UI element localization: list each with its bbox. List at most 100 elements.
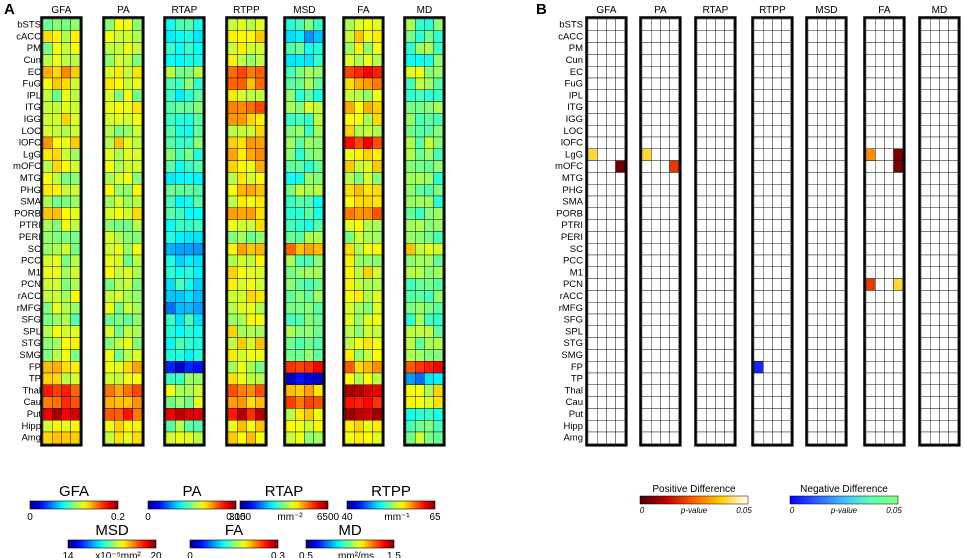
significance-cell [660,325,670,338]
heatmap-cell [415,54,425,67]
heatmap-cell [313,183,324,197]
significance-cell [660,384,670,397]
row-label-b: SMA [562,197,583,208]
heatmap-cell [165,219,176,232]
significance-cell [875,136,885,150]
heatmap-cell [113,254,124,268]
heatmap-cell [123,54,133,67]
row-label-b: TP [571,374,583,385]
heatmap-cell [344,101,355,114]
heatmap-cell [344,313,355,327]
heatmap-cell [295,54,305,67]
significance-cell [835,195,845,209]
colorbar-max: 0.3 [271,551,285,558]
significance-cell [893,254,903,268]
colorbar-max: 1.5 [387,551,401,558]
significance-cell [641,231,652,244]
heatmap-cell [285,384,296,397]
significance-cell [706,172,716,185]
significance-cell [884,337,894,350]
significance-cell [660,101,670,114]
heatmap-cell [285,408,296,421]
heatmap-cell [236,30,247,43]
significance-cell [948,136,958,150]
significance-cell [826,54,836,67]
heatmap-cell [104,361,115,374]
heatmap-cell [193,219,204,232]
significance-cell [772,195,782,209]
significance-cell [865,30,876,43]
row-label-a: LOC [21,126,41,137]
heatmap-cell [246,65,256,79]
heatmap-cell [344,207,355,220]
significance-cell [807,242,818,256]
heatmap-cell [184,408,194,421]
row-label-a: Hipp [21,421,41,432]
significance-cell [920,18,931,32]
significance-cell [724,408,734,421]
significance-cell [724,384,734,397]
significance-cell [781,290,791,303]
significance-cell [884,65,894,79]
heatmap-cell [313,30,324,43]
significance-cell [835,290,845,303]
significance-cell [753,431,764,445]
heatmap-cell [184,113,194,126]
heatmap-cell [255,278,266,291]
significance-cell [807,89,818,102]
heatmap-cell [174,396,185,409]
heatmap-cell [255,420,266,433]
panel-a-heatmap: bSTScACCPMCunECFuGIPLITGIGGLOClOFCLgGmOF… [13,5,446,447]
significance-cell [875,65,885,79]
significance-cell [706,124,716,138]
significance-cell [696,254,707,268]
heatmap-cell [113,266,124,279]
row-label-a: Cun [24,55,41,66]
heatmap-cell [113,302,124,315]
significance-cell [939,361,949,374]
significance-cell [606,101,616,114]
heatmap-cell [424,113,434,126]
significance-cell [706,77,716,91]
significance-cell [835,313,845,327]
significance-cell [660,431,670,445]
heatmap-cell [52,361,62,374]
significance-cell [641,89,652,102]
significance-cell [835,219,845,232]
significance-cell [884,195,894,209]
heatmap-cell [132,290,143,303]
heatmap-cell [405,30,416,43]
heatmap-cell [372,325,383,338]
metric-frame-b [694,16,737,447]
heatmap-cell [227,290,238,303]
significance-cell [948,408,958,421]
heatmap-cell [123,266,133,279]
significance-cell [753,242,764,256]
heatmap-cell [424,290,434,303]
heatmap-cell [246,219,256,232]
heatmap-cell [70,101,80,114]
significance-cell [660,302,670,315]
significance-cell [781,89,791,102]
significance-cell [597,396,607,409]
significance-cell [948,42,958,55]
heatmap-cell [313,54,324,67]
heatmap-cell [123,42,133,55]
heatmap-cell [415,372,425,386]
row-label-a: PHG [20,185,41,196]
significance-cell [615,231,625,244]
heatmap-cell [52,337,62,350]
significance-cell [772,420,782,433]
heatmap-cell [123,172,133,185]
significance-cell [715,302,725,315]
heatmap-cell [70,325,80,338]
significance-cell [826,77,836,91]
heatmap-cell [70,231,80,244]
heatmap-cell [52,124,62,138]
significance-cell [920,408,931,421]
heatmap-cell [123,372,133,386]
heatmap-cell [132,219,143,232]
significance-cell [920,113,931,126]
significance-cell [597,384,607,397]
heatmap-cell [372,384,383,397]
